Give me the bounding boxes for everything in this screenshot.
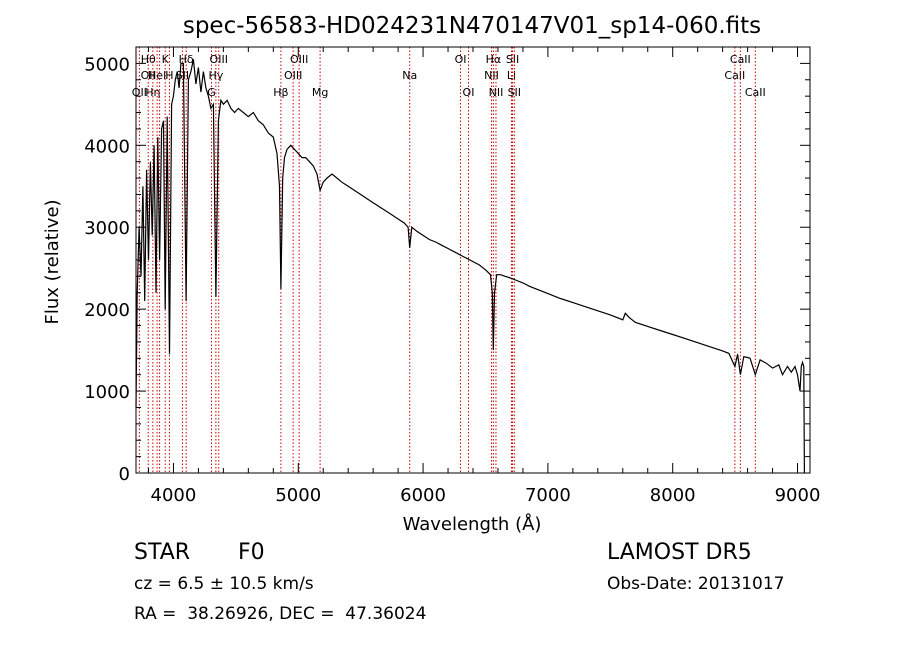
spectral-line-label: G bbox=[207, 86, 216, 99]
spectral-line-label: Hβ bbox=[273, 86, 288, 99]
y-tick-label: 2000 bbox=[84, 300, 130, 321]
x-tick-label: 9000 bbox=[775, 485, 821, 506]
redshift-velocity: cz = 6.5 ± 10.5 km/s bbox=[134, 574, 314, 594]
spectral-line-label: Hα bbox=[486, 53, 502, 66]
survey-name: LAMOST DR5 bbox=[607, 540, 752, 565]
spectral-line-label: Hθ bbox=[141, 53, 156, 66]
observation-date: Obs-Date: 20131017 bbox=[607, 574, 785, 594]
spectral-line-label: SII bbox=[508, 86, 521, 99]
spectral-line-label: CaII bbox=[730, 53, 751, 66]
x-axis-label: Wavelength (Å) bbox=[403, 513, 542, 535]
spectral-line-label: OIII bbox=[210, 53, 228, 66]
spectral-line-label: CaII bbox=[745, 86, 766, 99]
spectral-line-label: OIII bbox=[290, 53, 308, 66]
x-tick-label: 6000 bbox=[400, 485, 446, 506]
y-tick-label: 1000 bbox=[84, 382, 130, 403]
spectral-line-label: Li bbox=[507, 69, 516, 82]
x-axis-ticks: 4000 5000 6000 7000 8000 9000 bbox=[147, 47, 821, 506]
spectral-line-label: Hγ bbox=[208, 69, 223, 82]
spectral-line-label: Mg bbox=[312, 86, 328, 99]
coordinates: RA = 38.26926, DEC = 47.36024 bbox=[134, 604, 427, 624]
spectral-line-label: OII bbox=[141, 69, 156, 82]
x-tick-label: 8000 bbox=[650, 485, 696, 506]
object-class: STAR bbox=[134, 540, 191, 565]
y-axis-label: Flux (relative) bbox=[42, 199, 63, 324]
y-tick-label: 3000 bbox=[84, 218, 130, 239]
spectral-line-label: NII bbox=[489, 86, 504, 99]
y-tick-label: 0 bbox=[119, 464, 130, 485]
x-tick-label: 5000 bbox=[275, 485, 321, 506]
spectral-line-label: Hη bbox=[145, 86, 160, 99]
y-tick-label: 5000 bbox=[84, 54, 130, 75]
y-tick-label: 4000 bbox=[84, 136, 130, 157]
spectral-line-label: Na bbox=[402, 69, 417, 82]
spectral-line-label: NII bbox=[484, 69, 499, 82]
spectral-line-label: SII bbox=[506, 53, 519, 66]
spectral-line-label: OI bbox=[463, 86, 475, 99]
spectral-line-label: K bbox=[162, 53, 170, 66]
spectral-line-label: CaII bbox=[724, 69, 745, 82]
y-axis-ticks: 0 1000 2000 3000 4000 5000 bbox=[84, 46, 810, 485]
spectral-line-label: OIII bbox=[284, 69, 302, 82]
x-tick-label: 7000 bbox=[525, 485, 571, 506]
spectral-line-label: H bbox=[165, 69, 173, 82]
spectral-line-label: Hδ bbox=[179, 53, 194, 66]
chart-title: spec-56583-HD024231N470147V01_sp14-060.f… bbox=[183, 13, 761, 39]
object-subclass: F0 bbox=[238, 540, 265, 565]
x-tick-label: 4000 bbox=[151, 485, 197, 506]
spectrum-series-line bbox=[135, 59, 805, 474]
spectral-line-label: HeI bbox=[148, 69, 166, 82]
spectral-line-label: OI bbox=[455, 53, 467, 66]
plot-frame bbox=[135, 46, 811, 474]
